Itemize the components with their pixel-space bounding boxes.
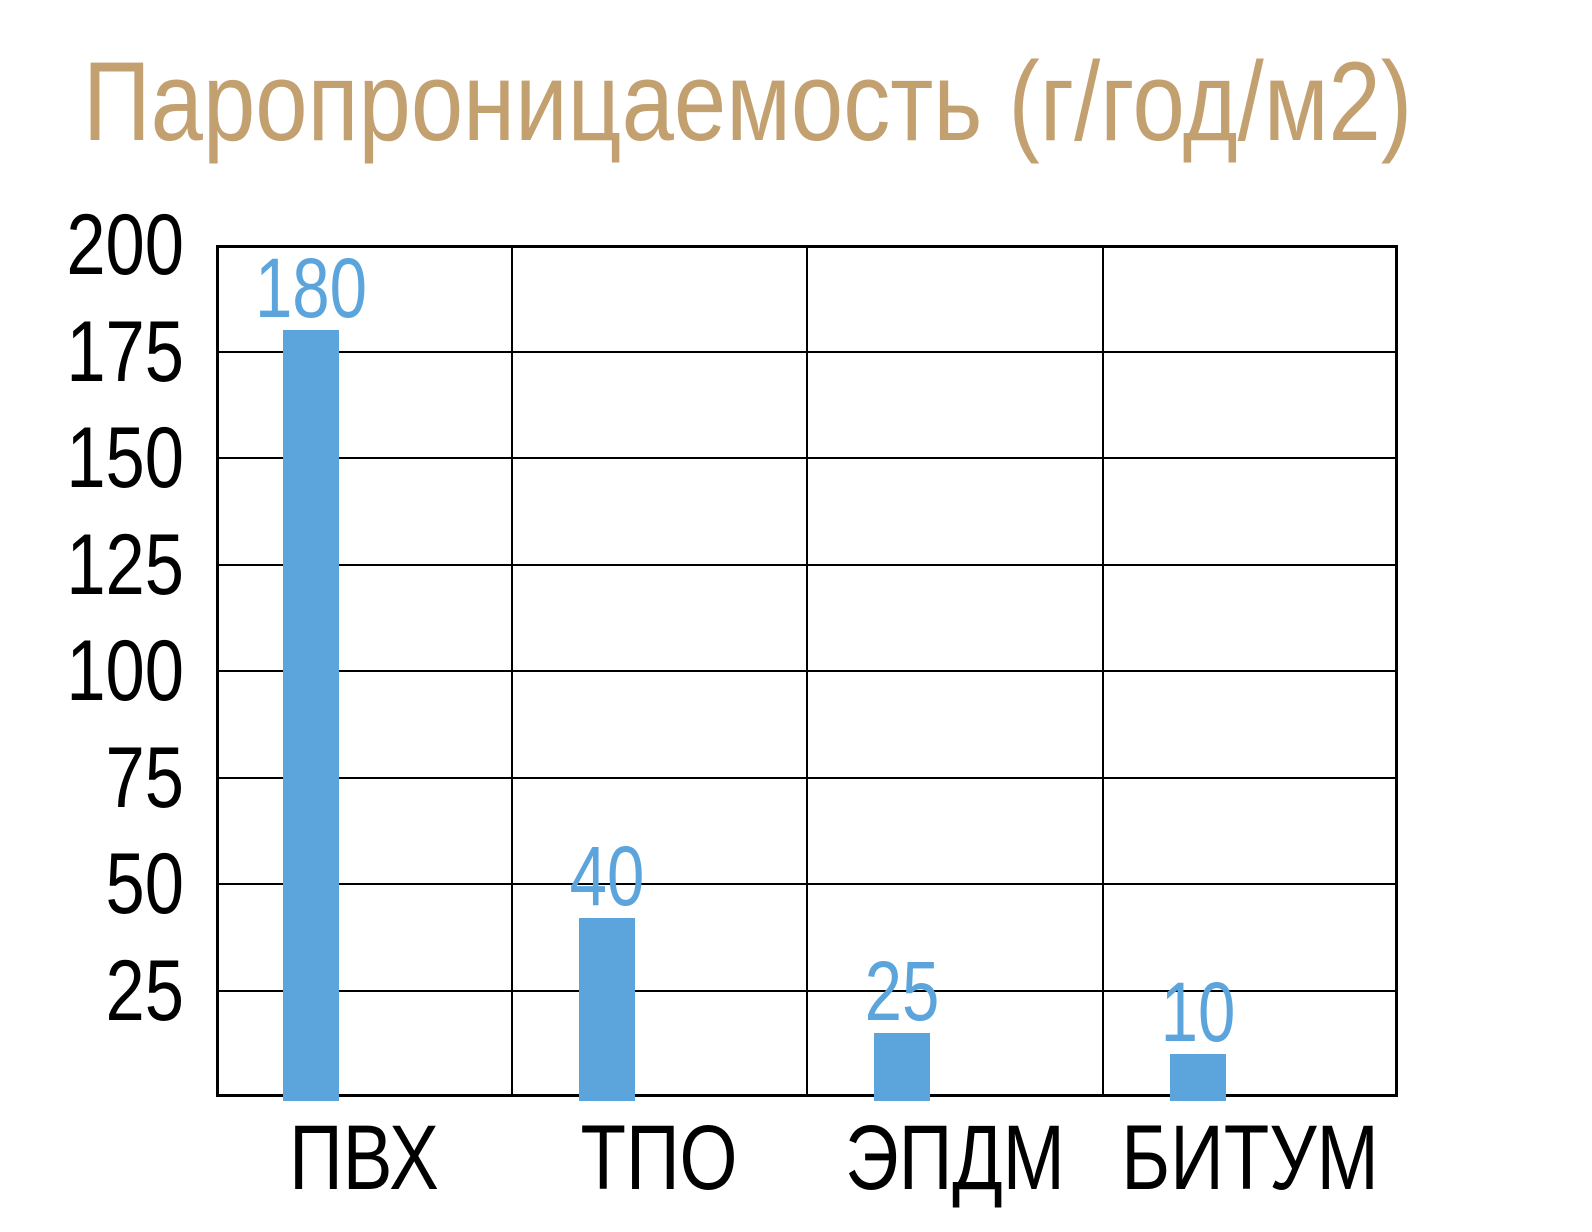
bar-value-label: 25 [864, 944, 940, 1039]
chart-title: Паропроницаемость (г/год/м2) [83, 39, 1413, 164]
y-tick-label: 200 [66, 197, 184, 293]
y-tick-label: 175 [66, 303, 184, 400]
bar [1169, 1054, 1226, 1101]
y-tick-label: 100 [66, 623, 184, 719]
y-tick-label: 50 [105, 836, 184, 932]
v-gridline [806, 245, 808, 1097]
v-gridline [1101, 245, 1104, 1097]
bar-value-label: 180 [254, 241, 368, 336]
v-gridline [510, 245, 513, 1097]
y-tick-label: 25 [105, 942, 184, 1039]
bar-value-label: 40 [569, 829, 644, 924]
y-tick-label: 75 [105, 729, 184, 826]
y-tick-label: 150 [66, 410, 184, 506]
bar [578, 918, 635, 1101]
category-label: БИТУМ [1121, 1107, 1379, 1209]
bar [874, 1033, 930, 1101]
category-label: ПВХ [288, 1107, 439, 1209]
category-label: ТПО [580, 1107, 738, 1209]
bar [283, 330, 339, 1101]
bar-value-label: 10 [1160, 965, 1235, 1060]
y-tick-label: 125 [66, 516, 184, 613]
category-label: ЭПДМ [844, 1107, 1065, 1209]
